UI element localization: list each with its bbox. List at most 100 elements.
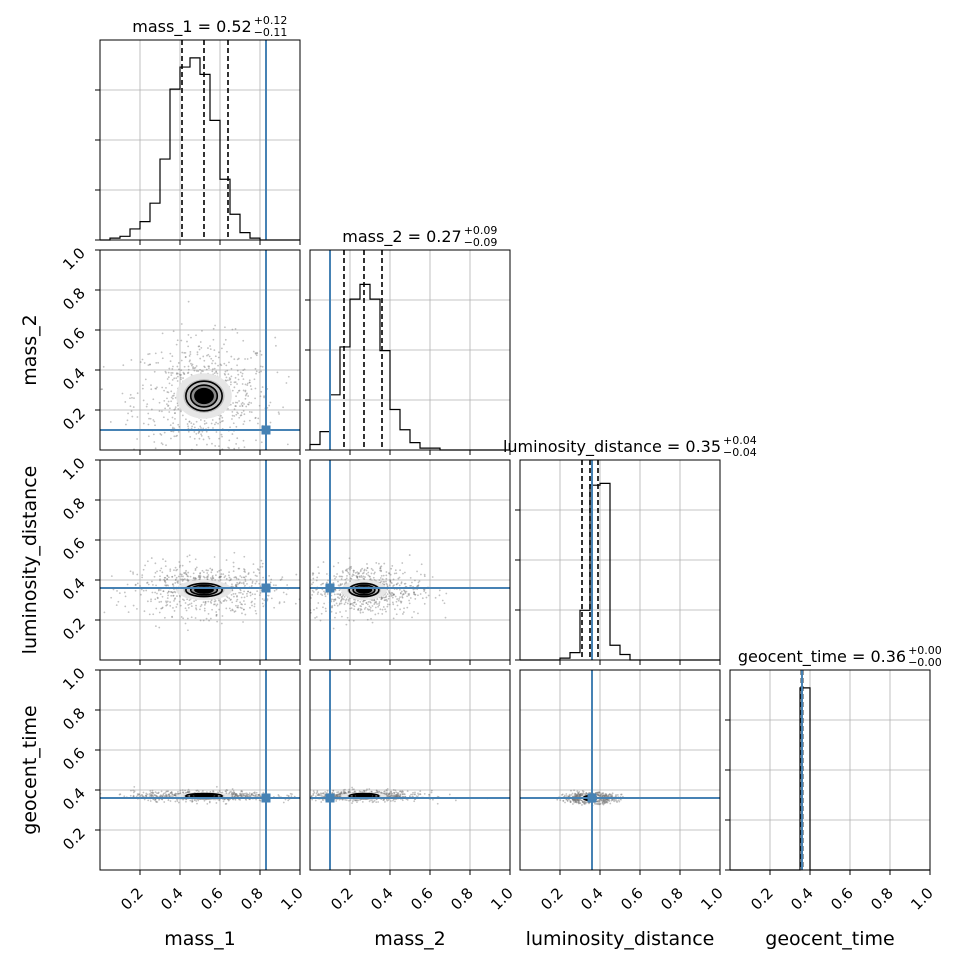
sample-point bbox=[219, 576, 222, 579]
sample-point bbox=[330, 598, 333, 601]
sample-point bbox=[576, 798, 579, 801]
contour-line bbox=[189, 384, 219, 408]
sample-point bbox=[243, 368, 246, 371]
sample-point bbox=[602, 794, 605, 797]
sample-point bbox=[218, 445, 220, 448]
sample-point bbox=[341, 792, 344, 795]
sample-point bbox=[246, 795, 249, 798]
sample-point bbox=[362, 600, 365, 603]
sample-point bbox=[243, 413, 246, 416]
sample-point bbox=[233, 791, 235, 794]
sample-point bbox=[585, 801, 588, 804]
sample-point bbox=[136, 582, 139, 585]
sample-point bbox=[353, 569, 355, 572]
sample-point bbox=[605, 801, 608, 804]
sample-point bbox=[163, 616, 166, 619]
sample-point bbox=[367, 609, 370, 611]
sample-point bbox=[322, 792, 325, 795]
sample-point bbox=[413, 800, 416, 803]
sample-point bbox=[599, 794, 602, 797]
title-plus: +0.00 bbox=[908, 644, 942, 657]
sample-point bbox=[385, 789, 388, 791]
sample-point bbox=[386, 799, 389, 802]
sample-point bbox=[363, 790, 365, 793]
sample-point bbox=[399, 794, 402, 796]
sample-point bbox=[604, 798, 607, 801]
sample-point bbox=[370, 790, 373, 793]
sample-point bbox=[173, 412, 176, 415]
sample-point bbox=[292, 585, 294, 587]
sample-point bbox=[134, 583, 137, 586]
sample-point bbox=[337, 795, 340, 798]
sample-point bbox=[235, 585, 238, 588]
sample-point bbox=[342, 598, 345, 601]
sample-point bbox=[124, 605, 127, 608]
sample-point bbox=[183, 599, 185, 602]
sample-point bbox=[192, 471, 194, 473]
sample-point bbox=[142, 422, 145, 425]
sample-point bbox=[581, 804, 583, 806]
sample-point bbox=[228, 571, 230, 574]
sample-point bbox=[337, 596, 339, 599]
sample-point bbox=[133, 790, 136, 793]
sample-point bbox=[214, 599, 217, 602]
sample-point bbox=[370, 790, 373, 793]
sample-point bbox=[436, 802, 439, 805]
sample-point bbox=[242, 582, 245, 585]
sample-point bbox=[441, 599, 444, 602]
sample-point bbox=[159, 579, 161, 582]
sample-point bbox=[164, 370, 167, 373]
sample-point bbox=[236, 364, 238, 367]
sample-point bbox=[598, 791, 600, 794]
tick-label-x: 0.6 bbox=[197, 884, 227, 914]
sample-point bbox=[598, 794, 601, 797]
sample-point bbox=[143, 610, 146, 613]
sample-point bbox=[167, 590, 170, 593]
sample-point bbox=[220, 420, 223, 423]
sample-point bbox=[562, 799, 565, 802]
tick-label-y: 0.4 bbox=[59, 364, 89, 394]
sample-point bbox=[398, 588, 401, 591]
sample-point bbox=[166, 397, 168, 400]
sample-point bbox=[129, 397, 131, 400]
sample-point bbox=[223, 599, 226, 602]
sample-point bbox=[348, 619, 351, 622]
sample-point bbox=[170, 396, 173, 399]
sample-point bbox=[348, 567, 350, 570]
sample-point bbox=[162, 590, 165, 593]
histogram-geocent_time bbox=[730, 687, 930, 871]
sample-point bbox=[381, 597, 384, 600]
sample-point bbox=[423, 573, 426, 576]
sample-point bbox=[574, 799, 577, 802]
sample-point bbox=[399, 790, 401, 793]
sample-point bbox=[148, 352, 151, 355]
sample-point bbox=[253, 378, 256, 381]
sample-point bbox=[584, 801, 587, 804]
sample-point bbox=[253, 791, 256, 794]
sample-point bbox=[245, 794, 248, 797]
sample-point bbox=[283, 601, 286, 603]
sample-point bbox=[215, 574, 217, 577]
sample-point bbox=[173, 569, 175, 572]
sample-point bbox=[369, 601, 372, 604]
sample-point bbox=[359, 600, 362, 603]
sample-point bbox=[250, 411, 253, 414]
sample-point bbox=[224, 790, 227, 792]
sample-point bbox=[312, 577, 315, 580]
sample-point bbox=[233, 415, 236, 417]
sample-point bbox=[280, 578, 283, 581]
sample-point bbox=[397, 577, 400, 580]
sample-point bbox=[132, 571, 134, 574]
sample-point bbox=[387, 597, 390, 600]
sample-point bbox=[392, 593, 395, 596]
sample-point bbox=[402, 793, 404, 795]
sample-point bbox=[322, 582, 325, 585]
sample-point bbox=[311, 573, 314, 576]
sample-point bbox=[574, 800, 577, 802]
sample-point bbox=[169, 800, 172, 802]
sample-point bbox=[339, 795, 342, 798]
sample-point bbox=[218, 799, 221, 802]
sample-point bbox=[603, 795, 606, 798]
sample-point bbox=[381, 792, 384, 795]
sample-point bbox=[224, 598, 226, 601]
